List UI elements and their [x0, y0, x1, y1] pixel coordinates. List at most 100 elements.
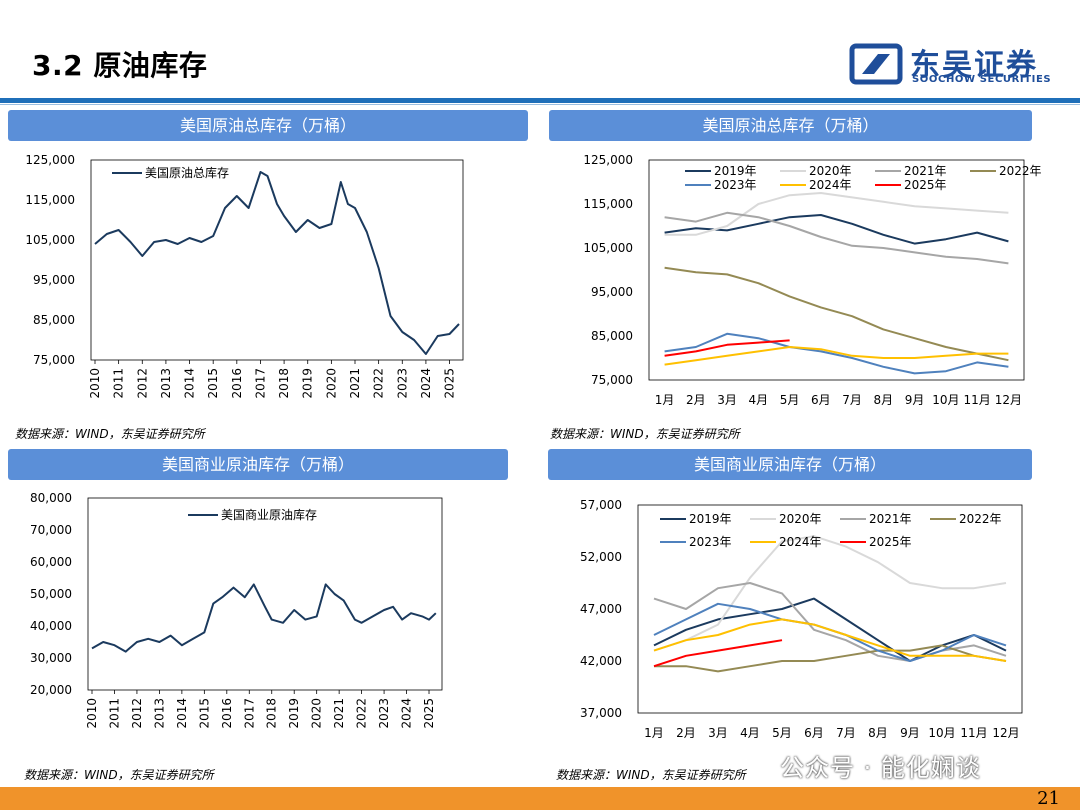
x-tick-label: 2023: [395, 368, 409, 399]
x-tick-label: 8月: [868, 726, 888, 740]
chart-commercial-inventory-seasonal: 57,000 52,000 47,000 42,000 37,000 1月 2月 3月 4月 5月…: [580, 498, 1023, 740]
x-tick-label: 5月: [780, 393, 800, 407]
page-number: 21: [1037, 788, 1060, 809]
legend-label: 2019年: [714, 164, 757, 178]
x-tick-label: 2022: [372, 368, 386, 399]
x-tick-label: 2018: [277, 368, 291, 399]
series-line: [94, 171, 460, 355]
x-tick-label: 6月: [811, 393, 831, 407]
series-line: [654, 644, 1007, 673]
source-note-2: 数据来源：WIND，东吴证券研究所: [550, 427, 740, 441]
source-note-1: 数据来源：WIND，东吴证券研究所: [15, 427, 205, 441]
x-tick-label: 2014: [183, 368, 197, 399]
legend-label: 2019年: [689, 512, 732, 526]
x-tick-label: 2017: [242, 698, 256, 729]
x-tick-label: 3月: [717, 393, 737, 407]
watermark-text: 公众号 · 能化娴谈: [780, 754, 981, 782]
x-tick-label: 10月: [928, 726, 955, 740]
x-tick-label: 2011: [107, 698, 121, 729]
x-tick-label: 2020: [310, 698, 324, 729]
series-line: [664, 332, 1009, 375]
y-tick-label: 75,000: [33, 353, 75, 367]
y-tick-label: 80,000: [30, 491, 72, 505]
logo-cn-text: 东吴证券: [910, 48, 1038, 83]
legend-label: 2020年: [809, 164, 852, 178]
x-tick-label: 2010: [85, 698, 99, 729]
x-tick-label: 4月: [749, 393, 769, 407]
x-tick-label: 11月: [960, 726, 987, 740]
plot-frame: [90, 159, 464, 361]
y-tick-label: 115,000: [25, 193, 75, 207]
legend-label: 2025年: [904, 178, 947, 192]
x-tick-label: 7月: [836, 726, 856, 740]
legend-label: 美国商业原油库存: [221, 507, 317, 522]
panel-header-1: 美国原油总库存（万桶）: [8, 110, 528, 141]
legend-label: 2022年: [999, 164, 1042, 178]
x-tick-label: 2020: [324, 368, 338, 399]
x-tick-label: 2013: [159, 368, 173, 399]
x-tick-label: 2010: [88, 368, 102, 399]
y-tick-label: 85,000: [591, 329, 633, 343]
x-tick-label: 2011: [112, 368, 126, 399]
series-line: [91, 583, 437, 653]
chart-total-inventory-timeseries: 125,000 115,000 105,000 95,000 85,000 75,000 2…: [25, 153, 464, 399]
y-tick-label: 105,000: [583, 241, 633, 255]
series-line: [664, 192, 1009, 236]
series-line: [653, 597, 1007, 662]
y-tick-label: 47,000: [580, 602, 622, 616]
source-note-4: 数据来源：WIND，东吴证券研究所: [556, 768, 746, 782]
legend-label: 2023年: [689, 535, 732, 549]
x-tick-label: 6月: [804, 726, 824, 740]
x-tick-label: 7月: [842, 393, 862, 407]
x-tick-label: 12月: [992, 726, 1019, 740]
x-tick-label: 2012: [130, 698, 144, 729]
series-line: [664, 214, 1009, 245]
series-line: [653, 582, 1007, 662]
soochow-logo-icon: [849, 43, 903, 85]
y-tick-label: 37,000: [580, 706, 622, 720]
plot-frame: [87, 497, 443, 691]
x-tick-label: 2013: [152, 698, 166, 729]
x-tick-label: 2023: [377, 698, 391, 729]
x-tick-label: 9月: [905, 393, 925, 407]
x-tick-label: 2月: [686, 393, 706, 407]
legend-label: 2023年: [714, 178, 757, 192]
x-tick-label: 2月: [676, 726, 696, 740]
y-tick-label: 125,000: [583, 153, 633, 167]
y-tick-label: 50,000: [30, 587, 72, 601]
series-line: [653, 618, 1007, 662]
y-tick-label: 70,000: [30, 523, 72, 537]
legend-label: 美国原油总库存: [145, 165, 229, 180]
y-tick-label: 60,000: [30, 555, 72, 569]
footer-bar: [0, 787, 1080, 810]
legend-label: 2025年: [869, 535, 912, 549]
x-tick-label: 2025: [443, 368, 457, 399]
x-tick-label: 3月: [708, 726, 728, 740]
x-tick-label: 2024: [400, 698, 414, 729]
y-tick-label: 52,000: [580, 550, 622, 564]
series-line: [664, 346, 1009, 366]
x-tick-label: 8月: [874, 393, 894, 407]
x-tick-label: 4月: [740, 726, 760, 740]
x-tick-label: 1月: [644, 726, 664, 740]
x-tick-label: 2016: [220, 698, 234, 729]
x-tick-label: 2015: [206, 368, 220, 399]
legend-label: 2024年: [779, 535, 822, 549]
y-tick-label: 125,000: [25, 153, 75, 167]
series-line: [653, 535, 1007, 652]
y-tick-label: 115,000: [583, 197, 633, 211]
legend-label: 2021年: [904, 164, 947, 178]
x-tick-label: 12月: [995, 393, 1022, 407]
x-tick-label: 5月: [772, 726, 792, 740]
x-tick-label: 2017: [253, 368, 267, 399]
header-divider-thin: [0, 104, 1080, 105]
y-tick-label: 20,000: [30, 683, 72, 697]
y-tick-label: 30,000: [30, 651, 72, 665]
y-tick-label: 42,000: [580, 654, 622, 668]
x-tick-label: 2018: [265, 698, 279, 729]
x-tick-label: 2016: [230, 368, 244, 399]
series-line: [664, 266, 1009, 362]
x-tick-label: 2022: [355, 698, 369, 729]
x-tick-label: 9月: [900, 726, 920, 740]
chart-total-inventory-seasonal: 125,000 115,000 105,000 95,000 85,000 75,000 1…: [583, 153, 1042, 407]
